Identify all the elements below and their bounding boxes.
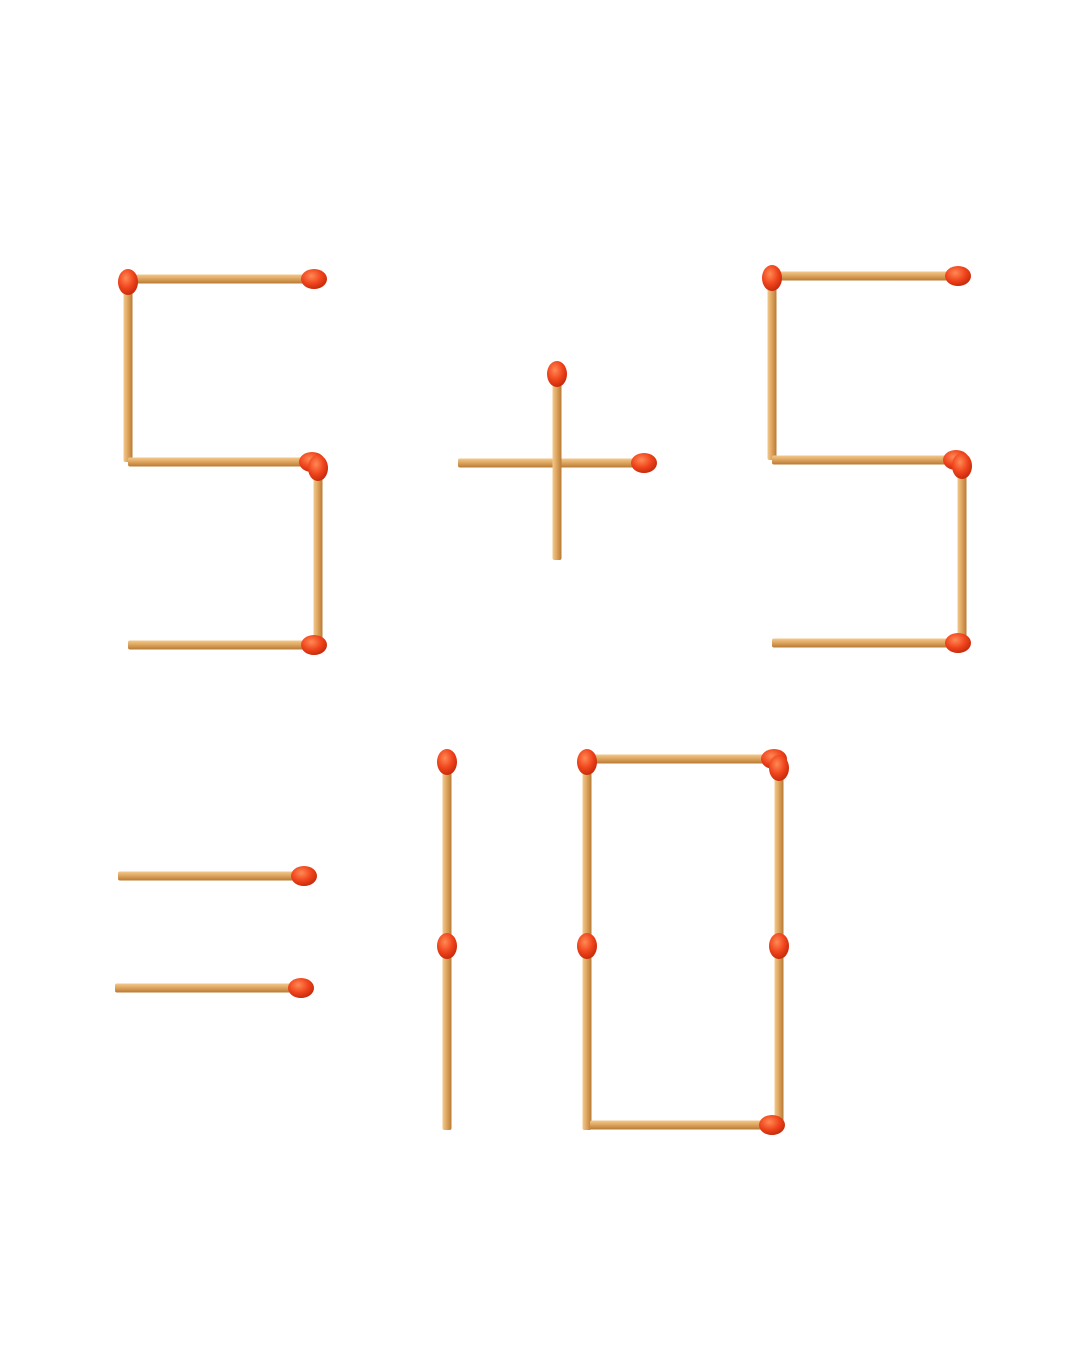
match-vertical[interactable]: [547, 361, 567, 560]
matchstick-stick: [582, 762, 592, 946]
matchstick-stick: [128, 457, 312, 467]
matchstick-stick: [552, 374, 562, 560]
matchstick-head: [577, 933, 597, 959]
match-middle[interactable]: [128, 452, 325, 472]
matchstick-stick: [774, 768, 784, 943]
match-right-upper[interactable]: [769, 755, 789, 943]
matchstick-stick: [128, 274, 314, 284]
matchstick-stick: [957, 466, 967, 642]
matchstick-head: [308, 455, 328, 481]
matchstick-stick: [590, 1120, 772, 1130]
matchstick-head: [437, 933, 457, 959]
matchstick-head: [945, 266, 971, 286]
match-right-lower[interactable]: [769, 933, 789, 1123]
match-bottom[interactable]: [772, 633, 971, 653]
matchstick-stick: [767, 278, 777, 460]
equals-sign: [115, 866, 317, 998]
matchstick-stick: [313, 468, 323, 644]
matchstick-head: [952, 453, 972, 479]
matchstick-stick: [123, 282, 133, 462]
matchstick-head: [769, 933, 789, 959]
matchstick-stick: [772, 271, 958, 281]
matchstick-head: [577, 749, 597, 775]
matchstick-stick: [442, 762, 452, 943]
match-bottom[interactable]: [590, 1115, 785, 1135]
matchstick-stick: [582, 946, 592, 1130]
match-left-lower[interactable]: [577, 933, 597, 1130]
digit-5-first: [118, 269, 328, 655]
match-left[interactable]: [118, 269, 138, 462]
match-horizontal[interactable]: [458, 453, 657, 473]
matchstick-stick: [772, 638, 958, 648]
match-lower[interactable]: [115, 978, 314, 998]
matchstick-head: [547, 361, 567, 387]
matchstick-stick: [458, 458, 644, 468]
digit-0: [577, 749, 789, 1135]
digit-5-second: [762, 265, 972, 653]
match-top[interactable]: [772, 266, 971, 286]
matchstick-head: [291, 866, 317, 886]
matchstick-head: [762, 265, 782, 291]
matchstick-head: [118, 269, 138, 295]
matchstick-stick: [590, 754, 774, 764]
plus-sign: [458, 361, 657, 560]
matchstick-head: [945, 633, 971, 653]
matchstick-stick: [772, 455, 956, 465]
match-lower[interactable]: [437, 933, 457, 1130]
matchstick-stick: [128, 640, 314, 650]
match-right[interactable]: [952, 453, 972, 642]
matchstick-head: [301, 635, 327, 655]
matchstick-head: [437, 749, 457, 775]
matchstick-head: [301, 269, 327, 289]
match-left[interactable]: [762, 265, 782, 460]
matchstick-stick: [442, 946, 452, 1130]
match-right[interactable]: [308, 455, 328, 644]
matchstick-head: [769, 755, 789, 781]
match-left-upper[interactable]: [577, 749, 597, 946]
match-upper[interactable]: [437, 749, 457, 943]
matchstick-stick: [118, 871, 304, 881]
matchstick-head: [288, 978, 314, 998]
match-upper[interactable]: [118, 866, 317, 886]
digit-1: [437, 749, 457, 1130]
match-top[interactable]: [590, 749, 787, 769]
match-bottom[interactable]: [128, 635, 327, 655]
matchstick-head: [631, 453, 657, 473]
match-middle[interactable]: [772, 450, 969, 470]
matchstick-stick: [115, 983, 301, 993]
matchstick-stick: [774, 946, 784, 1123]
match-top[interactable]: [128, 269, 327, 289]
matchstick-head: [759, 1115, 785, 1135]
